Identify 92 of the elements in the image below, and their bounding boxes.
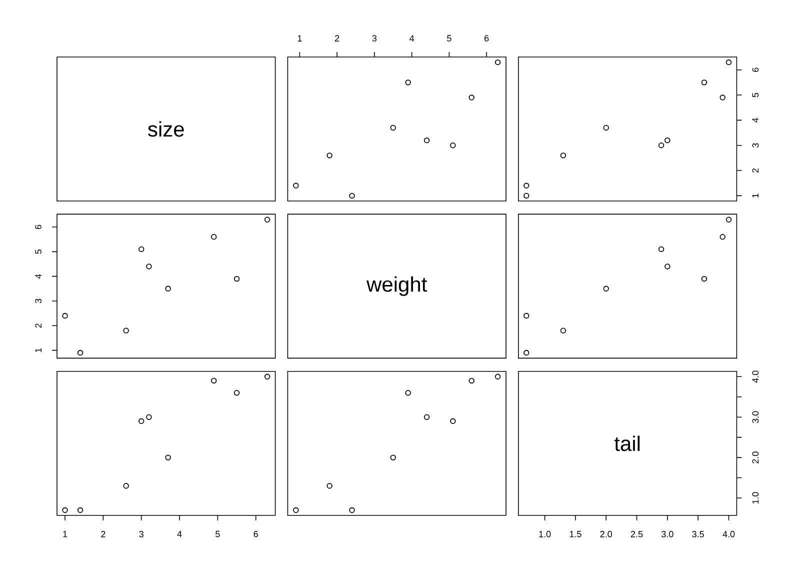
point bbox=[524, 350, 530, 356]
y-tick-label: 2 bbox=[35, 324, 42, 328]
x-tick-label: 6 bbox=[254, 530, 258, 538]
point bbox=[234, 276, 240, 282]
point bbox=[77, 350, 84, 356]
x-tick-label: 3 bbox=[139, 530, 144, 538]
point bbox=[77, 507, 84, 513]
y-tick-label: 4 bbox=[752, 118, 758, 122]
point bbox=[701, 80, 708, 86]
y-tick-label: 2 bbox=[752, 168, 759, 173]
point bbox=[494, 374, 501, 380]
x-tick-label: 1.0 bbox=[539, 530, 551, 538]
x-tick-label: 6 bbox=[484, 35, 489, 42]
y-tick-label: 4 bbox=[35, 274, 42, 279]
x-tick-label: 1 bbox=[63, 530, 68, 538]
point bbox=[450, 418, 456, 424]
point bbox=[293, 507, 299, 513]
point bbox=[424, 414, 430, 420]
y-tick-label: 6 bbox=[752, 68, 759, 72]
point bbox=[211, 234, 217, 240]
point bbox=[450, 142, 456, 148]
x-tick-label: 3.5 bbox=[692, 530, 704, 538]
point bbox=[264, 216, 270, 222]
point bbox=[293, 182, 299, 188]
point bbox=[405, 80, 411, 86]
x-tick-label: 1.5 bbox=[570, 530, 582, 538]
point bbox=[524, 182, 530, 188]
y-tick-label: 5 bbox=[752, 92, 759, 98]
point bbox=[390, 124, 396, 131]
point bbox=[138, 246, 144, 252]
point bbox=[264, 374, 270, 380]
y-tick-label: 1 bbox=[35, 348, 42, 352]
point bbox=[701, 276, 708, 282]
point bbox=[234, 390, 240, 396]
point bbox=[560, 152, 566, 158]
point bbox=[326, 152, 332, 158]
point bbox=[62, 312, 68, 319]
y-tick-label: 5 bbox=[35, 250, 42, 254]
point bbox=[603, 286, 609, 292]
y-tick-label: 1 bbox=[752, 194, 758, 198]
text: size bbox=[148, 121, 184, 137]
point bbox=[658, 142, 664, 148]
text: weight bbox=[366, 276, 428, 296]
point bbox=[664, 137, 670, 144]
point bbox=[726, 216, 732, 222]
point bbox=[62, 507, 68, 513]
point bbox=[560, 328, 566, 334]
x-tick-label: 2.5 bbox=[630, 530, 643, 538]
x-tick-label: 2 bbox=[101, 530, 106, 538]
x-tick-label: 4 bbox=[177, 530, 182, 538]
y-tick-label: 3 bbox=[35, 298, 42, 304]
point bbox=[165, 286, 171, 292]
point bbox=[658, 246, 664, 252]
point bbox=[603, 124, 609, 131]
point bbox=[146, 264, 152, 270]
x-tick-label: 4.0 bbox=[722, 530, 735, 538]
point bbox=[146, 414, 152, 420]
x-tick-label: 2.0 bbox=[600, 530, 612, 538]
point bbox=[211, 378, 217, 384]
x-tick-label: 3 bbox=[372, 35, 377, 42]
point bbox=[326, 483, 332, 489]
x-tick-label: 2 bbox=[335, 35, 340, 42]
point bbox=[468, 378, 474, 384]
point bbox=[123, 328, 129, 334]
y-tick-label: 3.0 bbox=[752, 411, 759, 424]
point bbox=[349, 507, 355, 513]
point bbox=[138, 418, 144, 424]
y-tick-label: 3 bbox=[752, 143, 759, 148]
x-tick-label: 5 bbox=[447, 35, 452, 42]
point bbox=[349, 192, 355, 199]
point bbox=[524, 312, 530, 319]
y-tick-label: 4.0 bbox=[752, 370, 759, 383]
annotation: tail bbox=[614, 436, 640, 452]
point bbox=[524, 192, 530, 199]
x-tick-label: 4 bbox=[410, 35, 414, 42]
y-tick-label: 1.0 bbox=[752, 492, 759, 504]
point bbox=[468, 94, 474, 100]
y-tick-label: 6 bbox=[35, 224, 42, 230]
x-tick-label: 1 bbox=[298, 35, 302, 42]
x-tick-label: 5 bbox=[216, 530, 220, 538]
point bbox=[405, 390, 411, 396]
point bbox=[720, 94, 726, 100]
point bbox=[424, 137, 430, 144]
point bbox=[720, 234, 726, 240]
y-tick-label: 2.0 bbox=[752, 452, 759, 464]
point bbox=[494, 59, 501, 66]
point bbox=[390, 454, 396, 460]
point bbox=[726, 59, 732, 66]
x-tick-label: 3.0 bbox=[662, 530, 674, 538]
point bbox=[165, 454, 171, 460]
point bbox=[123, 483, 129, 489]
point bbox=[664, 264, 670, 270]
